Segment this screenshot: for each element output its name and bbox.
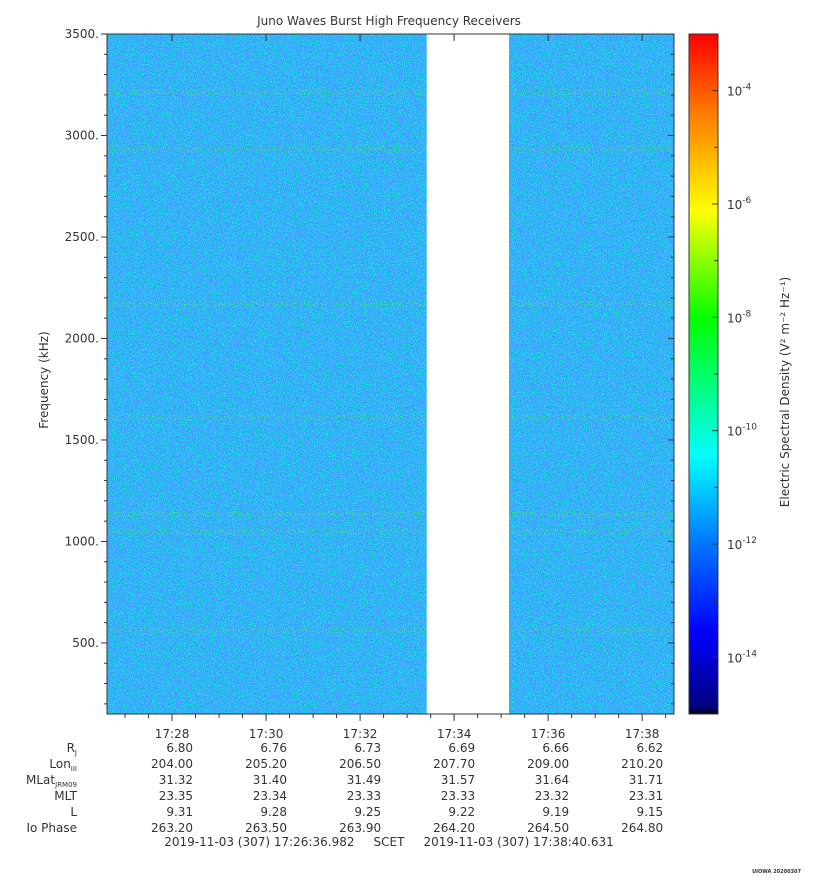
colorbar-tick-label: 10-14 <box>727 649 757 665</box>
ephemeris-value: 6.80 <box>166 741 193 755</box>
colorbar-tick-label: 10-10 <box>727 423 757 439</box>
colorbar-tick-label: 10-12 <box>727 536 757 552</box>
ephemeris-value: 31.32 <box>159 773 193 787</box>
plot-area <box>106 33 675 715</box>
ephemeris-value: 23.35 <box>159 789 193 803</box>
y-tick-label: 1500. <box>65 433 99 447</box>
ephemeris-value: 23.31 <box>629 789 663 803</box>
spectrogram-noise <box>107 34 674 714</box>
ephemeris-value: 6.62 <box>636 741 663 755</box>
ephemeris-value: 31.71 <box>629 773 663 787</box>
y-tick-label: 500. <box>72 636 99 650</box>
x-tick-label: 17:28 <box>155 727 190 741</box>
ephemeris-value: 6.69 <box>448 741 475 755</box>
ephemeris-table: RJ 6.80 6.76 6.73 6.69 6.66 6.62 LonIII 204.00 20… <box>26 741 663 835</box>
ephemeris-value: 263.90 <box>339 821 381 835</box>
ephemeris-label: Io Phase <box>26 821 77 835</box>
colorbar-gradient <box>688 33 719 715</box>
ephemeris-value: 9.28 <box>260 805 287 819</box>
ephemeris-value: 31.40 <box>253 773 287 787</box>
ephemeris-value: 264.20 <box>433 821 475 835</box>
ephemeris-value: 23.34 <box>253 789 287 803</box>
ephemeris-value: 6.73 <box>354 741 381 755</box>
ephemeris-value: 9.19 <box>542 805 569 819</box>
y-axis-label: Frequency (kHz) <box>37 331 51 428</box>
ephemeris-value: 9.22 <box>448 805 475 819</box>
colorbar-tick-label: 10-4 <box>727 83 752 99</box>
ephemeris-label: MLT <box>54 789 77 803</box>
ephemeris-label: RJ <box>67 741 77 757</box>
x-tick-label: 17:32 <box>343 727 378 741</box>
x-tick-label: 17:36 <box>531 727 566 741</box>
y-tick-label: 1000. <box>65 534 99 548</box>
ephemeris-value: 23.32 <box>535 789 569 803</box>
x-tick-label: 17:34 <box>437 727 472 741</box>
plot-frame <box>106 33 675 715</box>
ephemeris-value: 210.20 <box>621 757 663 771</box>
colorbar: 10-4 10-6 10-8 10-10 10-12 10-14 Electric Spe… <box>688 33 792 715</box>
y-axis: 500. 1000. 1500. 2000. 2500. 3000. 3500. <box>65 27 674 705</box>
time-range: 2019-11-03 (307) 17:26:36.982 SCET 2019-… <box>164 835 614 849</box>
ephemeris-label: LonIII <box>49 757 77 773</box>
ephemeris-label: L <box>70 805 77 819</box>
ephemeris-value: 264.50 <box>527 821 569 835</box>
data-gap <box>426 34 509 714</box>
ephemeris-value: 209.00 <box>527 757 569 771</box>
ephemeris-value: 206.50 <box>339 757 381 771</box>
ephemeris-value: 205.20 <box>245 757 287 771</box>
colorbar-tick-label: 10-8 <box>727 309 752 325</box>
y-tick-label: 3500. <box>65 27 99 41</box>
x-tick-label: 17:38 <box>625 727 660 741</box>
ephemeris-value: 9.15 <box>636 805 663 819</box>
ephemeris-value: 23.33 <box>347 789 381 803</box>
ephemeris-value: 9.31 <box>166 805 193 819</box>
ephemeris-value: 31.64 <box>535 773 569 787</box>
ephemeris-value: 23.33 <box>441 789 475 803</box>
y-tick-label: 2000. <box>65 331 99 345</box>
ephemeris-value: 9.25 <box>354 805 381 819</box>
ephemeris-value: 263.50 <box>245 821 287 835</box>
y-tick-label: 2500. <box>65 230 99 244</box>
colorbar-tick-label: 10-6 <box>727 196 752 212</box>
footer-credit: UIOWA 20200307 <box>752 869 801 875</box>
x-axis: 17:28 17:30 17:32 17:34 17:36 17:38 <box>124 34 667 741</box>
ephemeris-value: 31.57 <box>441 773 475 787</box>
ephemeris-value: 6.66 <box>542 741 569 755</box>
ephemeris-value: 31.49 <box>347 773 381 787</box>
colorbar-label: Electric Spectral Density (V² m⁻² Hz⁻¹) <box>778 277 792 507</box>
ephemeris-value: 204.00 <box>151 757 193 771</box>
ephemeris-value: 263.20 <box>151 821 193 835</box>
x-tick-label: 17:30 <box>249 727 284 741</box>
chart-title: Juno Waves Burst High Frequency Receiver… <box>256 14 521 28</box>
ephemeris-value: 264.80 <box>621 821 663 835</box>
ephemeris-value: 6.76 <box>260 741 287 755</box>
colorbar-ticks: 10-4 10-6 10-8 10-10 10-12 10-14 <box>712 83 757 715</box>
ephemeris-value: 207.70 <box>433 757 475 771</box>
ephemeris-label: MLatJRM09 <box>26 773 77 789</box>
y-tick-label: 3000. <box>65 128 99 142</box>
